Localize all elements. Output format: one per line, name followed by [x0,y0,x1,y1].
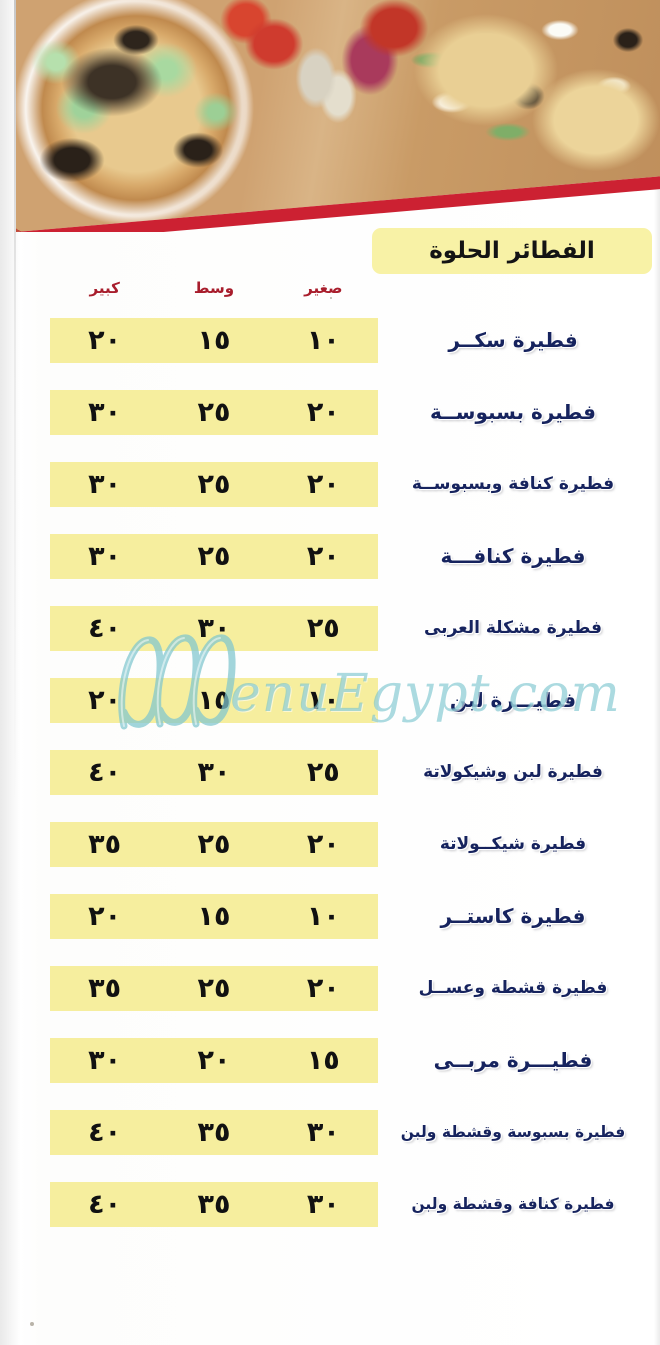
menu-item-row[interactable]: ٢٠ ١٥ ١٠ فطيـــرة لبن [0,676,660,748]
menu-item-row[interactable]: ٣٠ ٢٥ ٢٠ فطيرة بسبوســة [0,388,660,460]
price-medium: ٢٥ [197,397,231,428]
scan-speck [330,297,332,299]
menu-item-name: فطيـــرة لبن [449,688,577,712]
price-large: ٤٠ [88,613,122,644]
price-large: ٤٠ [88,757,122,788]
price-band: ٣٥ ٢٥ ٢٠ [50,822,378,867]
price-band: ٢٠ ١٥ ١٠ [50,318,378,363]
price-band: ٤٠ ٣٥ ٣٠ [50,1110,378,1155]
price-medium: ٣٥ [197,1117,231,1148]
price-small: ٢٠ [306,469,340,500]
price-band: ٣٠ ٢٥ ٢٠ [50,534,378,579]
menu-item-row[interactable]: ٤٠ ٣٠ ٢٥ فطيرة مشكلة العربى [0,604,660,676]
price-medium: ٢٠ [197,1045,231,1076]
price-medium: ٢٥ [197,541,231,572]
price-band: ٣٥ ٢٥ ٢٠ [50,966,378,1011]
price-small: ١٠ [306,685,340,716]
price-large: ٣٥ [88,973,122,1004]
price-large: ٢٠ [88,901,122,932]
menu-item-name: فطيرة كنافـــة [440,544,586,568]
menu-item-name: فطيرة كنافة وبسبوســة [411,474,615,494]
menu-item-row[interactable]: ٢٠ ١٥ ١٠ فطيرة سكــر [0,316,660,388]
price-band: ٣٠ ٢٠ ١٥ [50,1038,378,1083]
price-medium: ٢٥ [197,829,231,860]
price-large: ٣٠ [88,469,122,500]
menu-item-name: فطيرة لبن وشيكولاتة [423,762,603,782]
menu-item-name: فطيرة شيكــولاتة [439,834,587,854]
menu-item-name: فطيرة سكــر [448,328,578,352]
section-title: الفطائر الحلوة [429,238,595,264]
price-band: ٢٠ ١٥ ١٠ [50,894,378,939]
price-small: ٢٠ [306,973,340,1004]
price-band: ٢٠ ١٥ ١٠ [50,678,378,723]
paper-right-edge [654,0,660,1345]
menu-item-row[interactable]: ٤٠ ٣٥ ٣٠ فطيرة كنافة وقشطة ولبن [0,1180,660,1252]
price-medium: ٣٠ [197,757,231,788]
price-large: ٣٠ [88,397,122,428]
menu-item-row[interactable]: ٣٠ ٢٥ ٢٠ فطيرة كنافـــة [0,532,660,604]
size-header-large: كبير [89,279,120,297]
price-large: ٢٠ [88,685,122,716]
menu-item-name: فطيرة قشطة وعســل [418,978,608,998]
price-band: ٣٠ ٢٥ ٢٠ [50,462,378,507]
price-large: ٣٥ [88,829,122,860]
menu-item-row[interactable]: ٣٥ ٢٥ ٢٠ فطيرة شيكــولاتة [0,820,660,892]
menu-item-name: فطيرة مشكلة العربى [423,618,602,638]
price-large: ٣٠ [88,541,122,572]
price-band: ٤٠ ٣٥ ٣٠ [50,1182,378,1227]
price-small: ٣٠ [306,1117,340,1148]
price-large: ٣٠ [88,1045,122,1076]
price-small: ٢٥ [306,757,340,788]
price-large: ٤٠ [88,1189,122,1220]
price-small: ١٥ [306,1045,340,1076]
menu-item-name: فطيرة كاستــر [440,904,586,928]
hero-image-container [16,0,660,232]
menu-item-row[interactable]: ٤٠ ٣٠ ٢٥ فطيرة لبن وشيكولاتة [0,748,660,820]
paper-left-edge [14,0,16,1345]
price-small: ٣٠ [306,1189,340,1220]
price-medium: ٢٥ [197,469,231,500]
price-medium: ٣٠ [197,613,231,644]
price-large: ٢٠ [88,325,122,356]
size-header-medium: وسط [193,279,235,297]
price-medium: ١٥ [197,685,231,716]
price-small: ٢٠ [306,829,340,860]
menu-item-name: فطيرة بسبوسة وقشطة ولبن [400,1123,626,1141]
price-band: ٣٠ ٢٥ ٢٠ [50,390,378,435]
menu-item-row[interactable]: ٣٠ ٢٥ ٢٠ فطيرة كنافة وبسبوســة [0,460,660,532]
price-small: ٢٠ [306,541,340,572]
menu-item-row[interactable]: ٤٠ ٣٥ ٣٠ فطيرة بسبوسة وقشطة ولبن [0,1108,660,1180]
menu-item-name: فطيرة كنافة وقشطة ولبن [411,1195,615,1213]
menu-item-row[interactable]: ٢٠ ١٥ ١٠ فطيرة كاستــر [0,892,660,964]
price-band: ٤٠ ٣٠ ٢٥ [50,606,378,651]
menu-item-name: فطيرة بسبوســة [430,400,596,424]
menu-item-name: فطيـــرة مربــى [433,1048,593,1072]
price-small: ٢٠ [306,397,340,428]
price-medium: ١٥ [197,901,231,932]
price-medium: ٢٥ [197,973,231,1004]
price-band: ٤٠ ٣٠ ٢٥ [50,750,378,795]
price-medium: ١٥ [197,325,231,356]
size-header-small: صغير [304,279,343,297]
price-small: ٢٥ [306,613,340,644]
price-medium: ٣٥ [197,1189,231,1220]
price-small: ١٠ [306,325,340,356]
price-small: ١٠ [306,901,340,932]
price-large: ٤٠ [88,1117,122,1148]
menu-item-row[interactable]: ٣٥ ٢٥ ٢٠ فطيرة قشطة وعســل [0,964,660,1036]
size-column-headers: كبير وسط صغير [50,279,378,305]
scan-speck [30,1322,34,1326]
menu-item-row[interactable]: ٣٠ ٢٠ ١٥ فطيـــرة مربــى [0,1036,660,1108]
section-title-badge [372,228,652,274]
menu-item-list: ٢٠ ١٥ ١٠ فطيرة سكــر ٣٠ ٢٥ ٢٠ فطيرة بسبوســة ٣٠ ٢… [0,316,660,1252]
